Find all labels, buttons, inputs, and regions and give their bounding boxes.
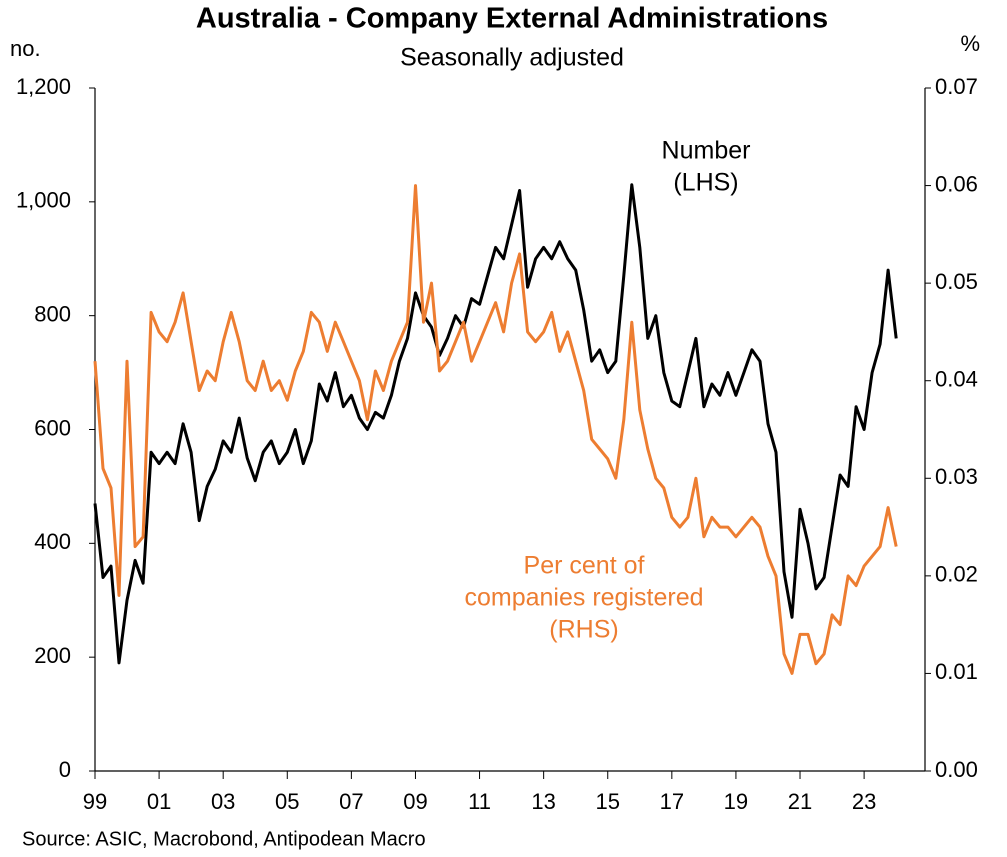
- x-tick-label: 09: [403, 789, 427, 814]
- x-tick-label: 23: [852, 789, 876, 814]
- chart-subtitle: Seasonally adjusted: [400, 44, 624, 72]
- x-tick-label: 03: [211, 789, 235, 814]
- x-tick-label: 19: [724, 789, 748, 814]
- annotation: (LHS): [673, 169, 738, 197]
- annotation: companies registered: [464, 584, 703, 612]
- y2-tick-label: 0.05: [935, 269, 978, 294]
- y2-axis-label: %: [960, 31, 980, 56]
- x-tick-label: 05: [275, 789, 299, 814]
- y-axis-label: no.: [10, 36, 41, 61]
- y2-tick-label: 0.04: [935, 367, 978, 392]
- y2-tick-label: 0.06: [935, 171, 978, 196]
- y-tick-label: 800: [34, 301, 71, 326]
- y2-tick-label: 0.00: [935, 757, 978, 782]
- annotation: Per cent of: [524, 552, 645, 580]
- x-tick-label: 07: [339, 789, 363, 814]
- x-tick-label: 99: [83, 789, 107, 814]
- series-line: [93, 184, 898, 675]
- y-tick-label: 600: [34, 415, 71, 440]
- x-tick-label: 13: [531, 789, 555, 814]
- y2-tick-label: 0.07: [935, 74, 978, 99]
- annotation: Number: [662, 137, 751, 165]
- y-tick-label: 1,000: [16, 188, 71, 213]
- y-tick-label: 200: [34, 643, 71, 668]
- series-line: [93, 183, 898, 665]
- x-tick-label: 21: [788, 789, 812, 814]
- x-tick-label: 11: [468, 789, 491, 814]
- x-tick-label: 17: [660, 789, 684, 814]
- y2-tick-label: 0.03: [935, 464, 978, 489]
- y-tick-label: 0: [59, 757, 71, 782]
- x-tick-label: 01: [147, 789, 171, 814]
- annotation: (RHS): [549, 616, 618, 644]
- y2-tick-label: 0.02: [935, 562, 978, 587]
- chart-title: Australia - Company External Administrat…: [196, 3, 828, 35]
- x-tick-label: 15: [595, 789, 619, 814]
- y2-tick-label: 0.01: [935, 659, 978, 684]
- y-tick-label: 400: [34, 529, 71, 554]
- y-tick-label: 1,200: [16, 74, 71, 99]
- source: Source: ASIC, Macrobond, Antipodean Macr…: [22, 828, 426, 850]
